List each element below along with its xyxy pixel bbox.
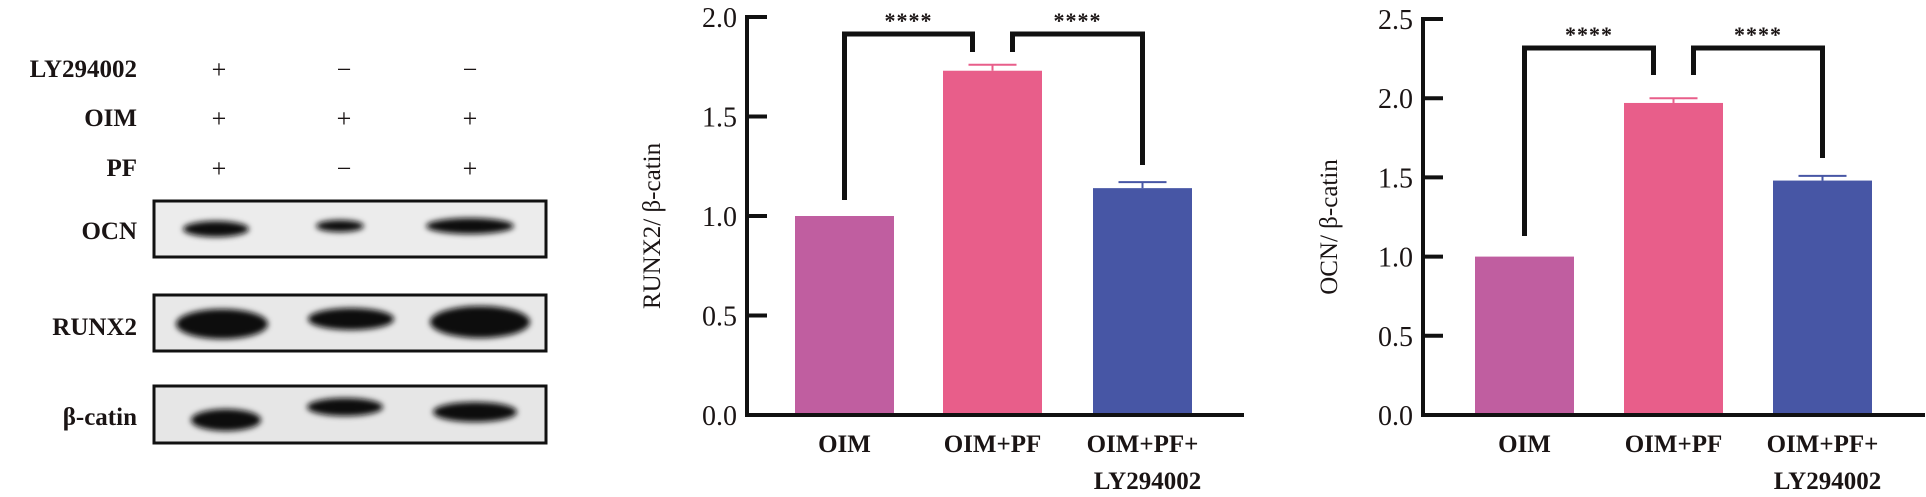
bar [1773,180,1872,415]
chart-runx2: OIM OIM+PF OIM+PF+ LY294002 0.0 0.5 1.0 1.5 2.0 R… [639,3,1244,495]
category-label: LY294002 [1094,468,1201,495]
y-tick-label: 0.0 [702,401,737,432]
y-axis-label: RUNX2/ β-catin [639,142,666,309]
bar [1624,102,1723,416]
condition-label-oim: OIM [84,105,137,132]
condition-label-ly294002: LY294002 [30,56,137,83]
category-label: OIM [1498,431,1551,458]
category-label: OIM+PF+ [1087,431,1199,458]
category-label: OIM [818,431,871,458]
blot-strip-beta-catin [152,384,548,445]
chart-ocn: OIM OIM+PF OIM+PF+ LY294002 0.0 0.5 1.0 1.5 2.0 2… [1316,5,1925,495]
y-tick-label: 2.0 [702,3,737,34]
sign: − [337,154,352,183]
y-tick-label: 0.5 [702,302,737,333]
sign: + [212,154,227,183]
sign: + [337,104,352,133]
y-axis-label: OCN/ β-catin [1316,159,1343,295]
protein-label-ocn: OCN [81,218,137,245]
y-tick-label: 0.0 [1378,401,1413,432]
category-label: OIM+PF [1625,431,1723,458]
significance-label: **** [1734,22,1782,47]
bar [1475,256,1574,415]
blot-strip-ocn [152,199,548,259]
category-label: LY294002 [1774,468,1881,495]
bar [795,216,894,415]
sign: + [212,104,227,133]
condition-label-pf: PF [106,155,137,182]
protein-label-runx2: RUNX2 [52,314,137,341]
sign: − [463,55,478,84]
y-tick-label: 2.0 [1378,84,1413,115]
y-tick-label: 1.5 [1378,163,1413,194]
significance-label: **** [885,8,933,33]
significance-bracket [1010,31,1145,165]
significance-bracket [1522,45,1656,236]
sign: + [463,104,478,133]
blot-strip-runx2 [152,293,548,353]
significance-bracket [1691,45,1825,158]
sign: + [212,55,227,84]
category-label: OIM+PF+ [1767,431,1879,458]
bar [1093,188,1192,415]
bar [943,70,1042,415]
sign: + [463,154,478,183]
y-tick-label: 0.5 [1378,322,1413,353]
significance-label: **** [1054,8,1102,33]
y-tick-label: 1.0 [702,202,737,233]
significance-label: **** [1565,22,1613,47]
significance-bracket [842,31,975,200]
y-tick-label: 1.0 [1378,243,1413,274]
protein-label-beta-catin: β-catin [63,404,137,431]
y-tick-label: 2.5 [1378,5,1413,36]
category-label: OIM+PF [944,431,1042,458]
sign: − [337,55,352,84]
western-blot-panel: LY294002 OIM PF + − − + + + + − + OCN RU… [30,55,548,445]
y-tick-label: 1.5 [702,103,737,134]
